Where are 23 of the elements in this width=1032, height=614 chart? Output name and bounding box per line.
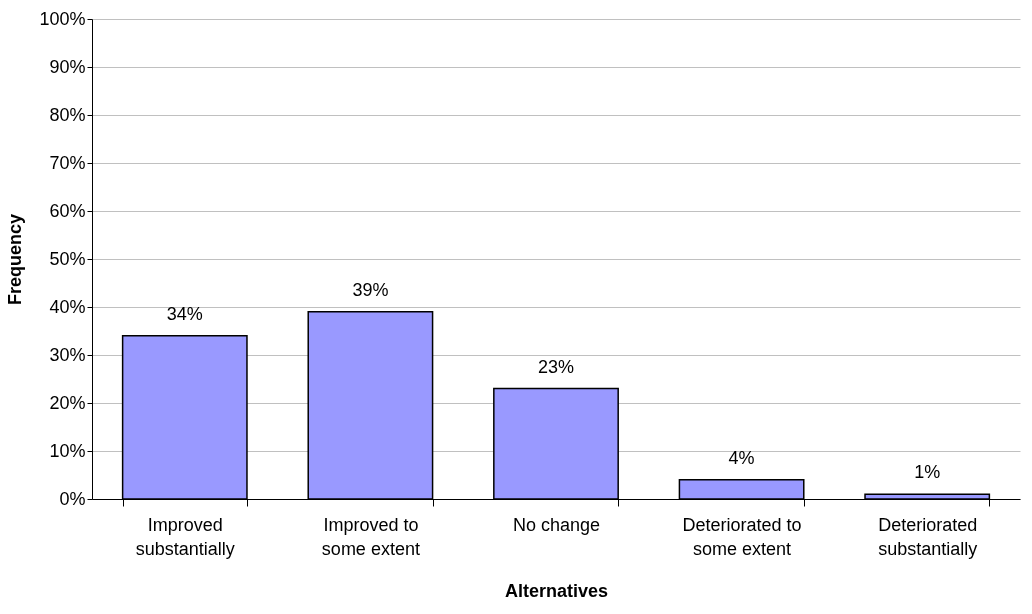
y-tick-label: 90% <box>49 56 86 77</box>
x-tick-label: Deteriorated to some extent <box>682 514 802 559</box>
y-tick-label: 50% <box>49 248 86 269</box>
x-tick-label: Deteriorated substantially <box>878 514 978 559</box>
data-label: 23% <box>537 356 575 377</box>
y-tick-label: 0% <box>59 488 86 509</box>
y-tick-label: 30% <box>49 344 86 365</box>
y-tick-label: 100% <box>39 8 86 29</box>
y-tick-label: 80% <box>49 104 86 125</box>
data-label: 34% <box>166 303 203 324</box>
x-tick-label: Improved to some extent <box>321 514 420 559</box>
y-tick-label: 40% <box>49 296 86 317</box>
y-tick-label: 70% <box>49 152 86 173</box>
data-label: 39% <box>352 279 389 300</box>
x-tick-label: No change <box>512 514 601 535</box>
x-axis-title: Alternatives <box>504 580 609 601</box>
y-axis-title: Frequency <box>5 213 26 306</box>
data-label: 4% <box>728 447 755 468</box>
data-label: 1% <box>914 462 941 483</box>
x-tick-label: Improved substantially <box>135 514 235 559</box>
y-tick-label: 60% <box>49 200 86 221</box>
y-tick-label: 20% <box>49 392 86 413</box>
y-tick-label: 10% <box>49 440 86 461</box>
